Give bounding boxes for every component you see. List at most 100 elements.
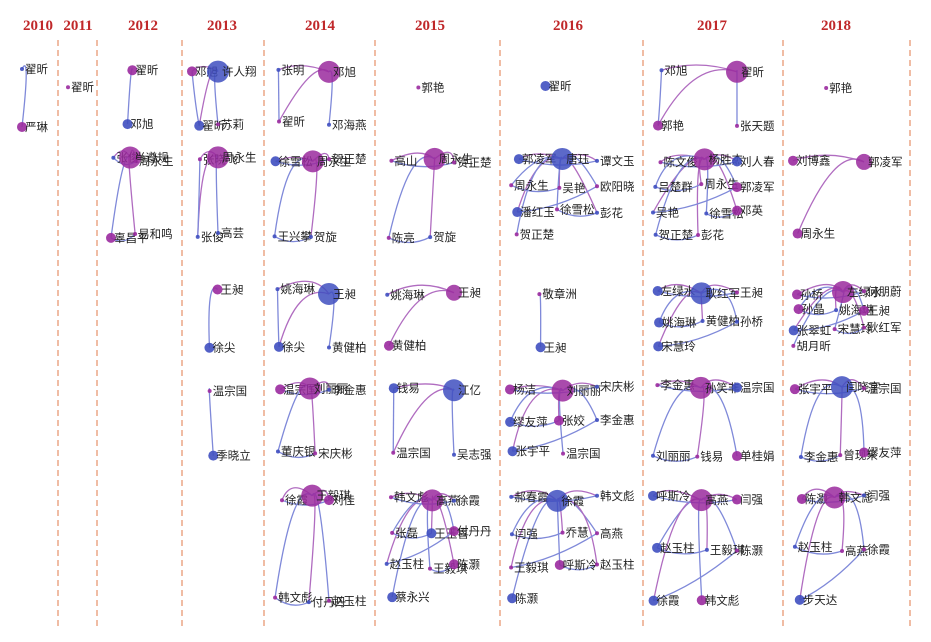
author-node[interactable] bbox=[840, 548, 845, 553]
author-node[interactable] bbox=[540, 80, 551, 91]
author-node[interactable] bbox=[512, 207, 523, 218]
author-node[interactable] bbox=[187, 66, 197, 77]
author-node[interactable] bbox=[834, 308, 839, 313]
author-node[interactable] bbox=[651, 210, 655, 215]
author-node[interactable] bbox=[537, 292, 542, 297]
author-node[interactable] bbox=[554, 559, 565, 570]
author-node[interactable] bbox=[279, 498, 284, 503]
author-node[interactable] bbox=[653, 232, 658, 237]
author-node[interactable] bbox=[273, 341, 284, 352]
author-node[interactable] bbox=[690, 282, 713, 305]
author-node[interactable] bbox=[207, 146, 229, 169]
author-node[interactable] bbox=[134, 159, 138, 164]
author-node[interactable] bbox=[386, 235, 391, 240]
author-node[interactable] bbox=[133, 231, 138, 236]
author-node[interactable] bbox=[513, 154, 524, 165]
author-node[interactable] bbox=[653, 184, 658, 189]
author-node[interactable] bbox=[652, 286, 663, 297]
author-node[interactable] bbox=[699, 182, 704, 187]
author-node[interactable] bbox=[216, 231, 220, 236]
author-node[interactable] bbox=[452, 452, 456, 457]
author-node[interactable] bbox=[509, 183, 514, 188]
author-node[interactable] bbox=[546, 489, 569, 512]
author-node[interactable] bbox=[693, 148, 716, 171]
author-node[interactable] bbox=[207, 60, 229, 83]
author-node[interactable] bbox=[652, 542, 663, 553]
author-node[interactable] bbox=[553, 415, 564, 426]
author-node[interactable] bbox=[301, 484, 324, 507]
author-node[interactable] bbox=[695, 454, 700, 459]
author-node[interactable] bbox=[427, 566, 432, 571]
author-node[interactable] bbox=[648, 490, 658, 501]
author-node[interactable] bbox=[862, 547, 866, 552]
author-node[interactable] bbox=[696, 233, 701, 238]
author-node[interactable] bbox=[823, 486, 846, 509]
author-node[interactable] bbox=[272, 234, 277, 239]
author-node[interactable] bbox=[648, 595, 659, 606]
author-node[interactable] bbox=[389, 158, 394, 163]
author-node[interactable] bbox=[306, 600, 311, 605]
author-node[interactable] bbox=[595, 158, 599, 163]
author-node[interactable] bbox=[791, 289, 802, 300]
author-node[interactable] bbox=[423, 147, 446, 170]
author-node[interactable] bbox=[732, 156, 742, 167]
author-node[interactable] bbox=[704, 547, 709, 552]
author-node[interactable] bbox=[505, 416, 516, 427]
author-node[interactable] bbox=[690, 489, 713, 512]
author-node[interactable] bbox=[655, 383, 660, 388]
author-node[interactable] bbox=[595, 384, 599, 389]
author-node[interactable] bbox=[788, 155, 798, 166]
author-node[interactable] bbox=[298, 377, 321, 400]
author-node[interactable] bbox=[856, 153, 872, 170]
author-node[interactable] bbox=[859, 305, 869, 316]
author-node[interactable] bbox=[452, 498, 456, 503]
author-node[interactable] bbox=[509, 565, 514, 570]
author-node[interactable] bbox=[327, 387, 331, 392]
author-node[interactable] bbox=[794, 594, 805, 605]
author-node[interactable] bbox=[313, 451, 318, 456]
author-node[interactable] bbox=[651, 453, 655, 458]
author-node[interactable] bbox=[385, 292, 390, 297]
author-node[interactable] bbox=[449, 526, 459, 537]
author-node[interactable] bbox=[735, 319, 739, 324]
author-node[interactable] bbox=[391, 450, 396, 455]
author-node[interactable] bbox=[127, 65, 138, 76]
author-node[interactable] bbox=[862, 325, 866, 330]
author-node[interactable] bbox=[428, 235, 433, 240]
author-node[interactable] bbox=[551, 147, 574, 170]
author-node[interactable] bbox=[793, 304, 804, 315]
author-node[interactable] bbox=[421, 489, 444, 512]
author-node[interactable] bbox=[387, 592, 398, 603]
author-node[interactable] bbox=[658, 160, 663, 165]
author-node[interactable] bbox=[732, 451, 742, 462]
author-node[interactable] bbox=[197, 157, 202, 162]
author-node[interactable] bbox=[689, 376, 712, 399]
author-node[interactable] bbox=[388, 495, 393, 500]
author-node[interactable] bbox=[735, 123, 739, 128]
author-node[interactable] bbox=[595, 418, 599, 423]
author-node[interactable] bbox=[514, 232, 519, 237]
author-node[interactable] bbox=[551, 379, 574, 402]
author-node[interactable] bbox=[796, 493, 807, 504]
author-node[interactable] bbox=[788, 325, 799, 336]
author-node[interactable] bbox=[327, 157, 331, 162]
author-node[interactable] bbox=[207, 388, 212, 393]
author-node[interactable] bbox=[535, 342, 546, 353]
author-node[interactable] bbox=[383, 340, 394, 351]
author-node[interactable] bbox=[318, 282, 340, 305]
author-node[interactable] bbox=[66, 85, 70, 90]
author-node[interactable] bbox=[388, 383, 399, 394]
author-node[interactable] bbox=[654, 317, 665, 328]
author-node[interactable] bbox=[275, 384, 286, 395]
author-node[interactable] bbox=[838, 453, 843, 458]
author-node[interactable] bbox=[105, 232, 116, 243]
author-node[interactable] bbox=[308, 234, 313, 239]
author-node[interactable] bbox=[859, 447, 869, 458]
author-node[interactable] bbox=[509, 532, 514, 537]
author-node[interactable] bbox=[509, 494, 514, 499]
author-node[interactable] bbox=[273, 595, 278, 600]
author-node[interactable] bbox=[862, 289, 866, 294]
author-node[interactable] bbox=[798, 454, 803, 459]
author-node[interactable] bbox=[792, 544, 797, 549]
author-node[interactable] bbox=[276, 67, 281, 72]
